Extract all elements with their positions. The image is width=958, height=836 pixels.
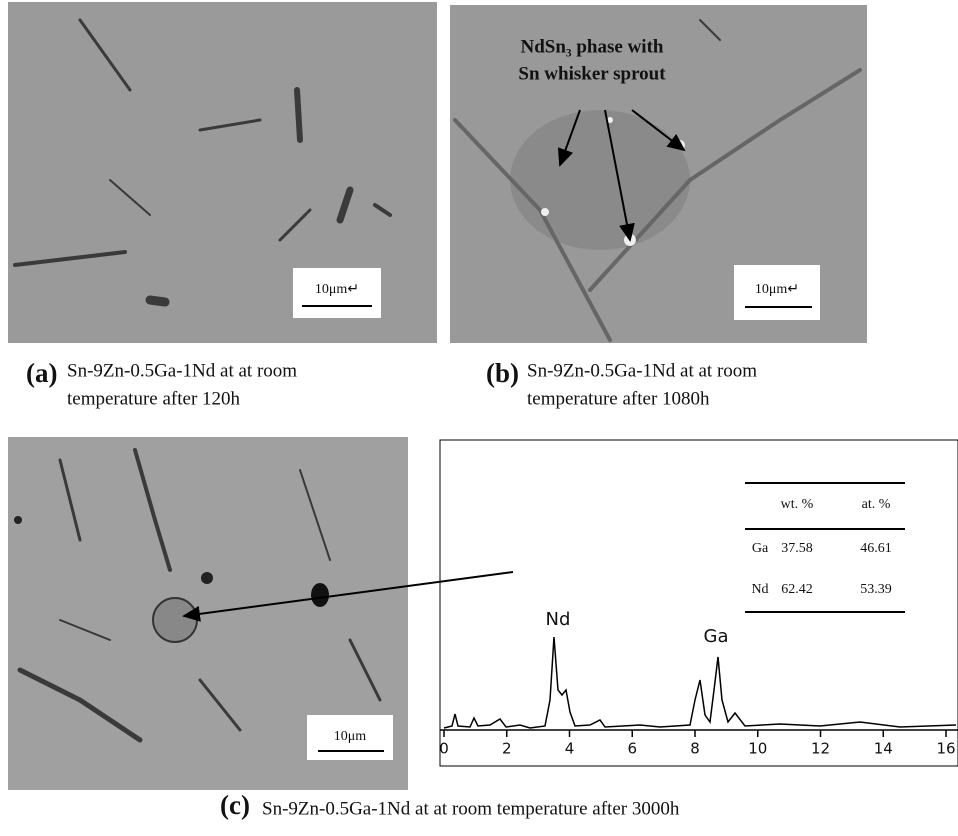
panel-label: (b) — [486, 358, 519, 388]
caption-line: Sn-9Zn-0.5Ga-1Nd at at room — [67, 360, 297, 381]
scale-bar-label: 10μm — [334, 729, 367, 744]
annotation: NdSn₃ phase with — [521, 36, 664, 57]
figure: 10μm↵ (a) Sn-9Zn-0.5Ga-1Nd at at room te… — [0, 0, 958, 831]
caption-line: Sn-9Zn-0.5Ga-1Nd at at room temperature … — [262, 798, 680, 819]
row-label: Nd — [751, 582, 768, 597]
micrograph-a: 10μm↵ — [8, 2, 437, 343]
peak-label: Nd — [546, 609, 571, 630]
annotation: Sn whisker sprout — [518, 63, 666, 84]
panel-label: (a) — [26, 358, 57, 388]
x-tick-label: 8 — [690, 740, 700, 758]
panel-label: (c) — [220, 790, 250, 820]
table-header: at. % — [862, 497, 891, 512]
x-tick-label: 10 — [748, 740, 767, 758]
x-tick-label: 12 — [811, 740, 830, 758]
row-label: Ga — [752, 541, 769, 556]
x-tick-label: 4 — [565, 740, 575, 758]
x-tick-label: 6 — [627, 740, 637, 758]
caption-line: temperature after 120h — [67, 388, 241, 409]
table-cell: 37.58 — [781, 541, 813, 556]
spectrum: Nd Ga 0 2 4 6 8 10 12 14 16 wt. % at. % Ga 37.58 4… — [439, 440, 958, 766]
scale-bar-label: 10μm↵ — [315, 282, 359, 297]
caption-line: Sn-9Zn-0.5Ga-1Nd at at room — [527, 360, 757, 381]
caption-line: temperature after 1080h — [527, 388, 710, 409]
micrograph-b: NdSn₃ phase with Sn whisker sprout 10μm↵ — [450, 5, 867, 343]
x-tick-label: 0 — [439, 740, 449, 758]
table-header: wt. % — [781, 497, 814, 512]
x-tick-label: 16 — [936, 740, 955, 758]
table-cell: 62.42 — [781, 582, 813, 597]
table-cell: 53.39 — [860, 582, 892, 597]
scale-bar-label: 10μm↵ — [755, 282, 799, 297]
table-cell: 46.61 — [860, 541, 892, 556]
peak-label: Ga — [704, 626, 729, 647]
x-tick-label: 2 — [502, 740, 512, 758]
x-tick-label: 14 — [874, 740, 893, 758]
